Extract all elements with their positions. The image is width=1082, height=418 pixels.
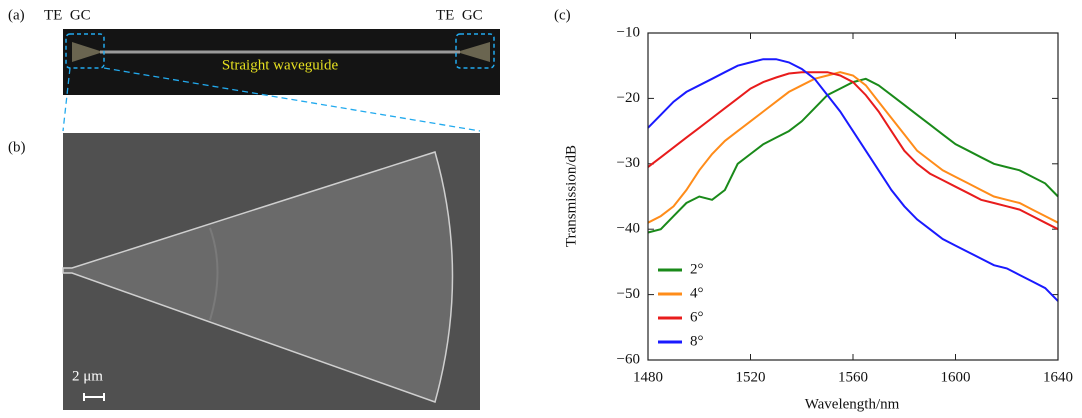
y-tick-label: −30 (617, 155, 640, 171)
y-tick-label: −60 (617, 351, 640, 367)
y-axis-label: Transmission/dB (563, 145, 579, 247)
series-line (647, 71, 1059, 224)
plot-frame (647, 32, 1059, 361)
panel-label: (b) (8, 139, 26, 155)
legend-label: 2° (690, 261, 704, 277)
x-tick-label: 1600 (941, 369, 971, 385)
callout-box (455, 33, 495, 69)
legend-label: 8° (690, 333, 704, 349)
tag: TE GC (436, 7, 483, 23)
tag: TE GC (44, 7, 91, 23)
y-tick-label: −10 (617, 24, 640, 40)
y-tick-label: −40 (617, 221, 640, 237)
series-line (647, 77, 1059, 234)
legend-label: 4° (690, 285, 704, 301)
legend-label: 6° (690, 309, 704, 325)
x-axis-label: Wavelength/nm (805, 396, 900, 412)
grating (460, 42, 490, 62)
grating-coupler (62, 151, 454, 403)
x-tick-label: 1520 (736, 369, 766, 385)
x-tick-label: 1640 (1043, 369, 1073, 385)
panel-label: (a) (8, 7, 25, 23)
x-tick-label: 1480 (633, 369, 663, 385)
x-tick-label: 1560 (838, 369, 868, 385)
scale-bar-label: 2 μm (72, 368, 103, 384)
callout-line (103, 67, 481, 132)
grating-edge (209, 227, 219, 321)
series-line (647, 71, 1059, 231)
panel-label: (c) (554, 7, 571, 23)
callout-line (62, 67, 71, 132)
grating (72, 42, 100, 62)
micrograph (63, 29, 500, 95)
callout-box (65, 33, 105, 69)
caption: Straight waveguide (222, 57, 339, 73)
scale-bar (83, 393, 105, 401)
y-tick-label: −20 (617, 90, 640, 106)
series-line (647, 58, 1059, 302)
y-tick-label: −50 (617, 286, 640, 302)
